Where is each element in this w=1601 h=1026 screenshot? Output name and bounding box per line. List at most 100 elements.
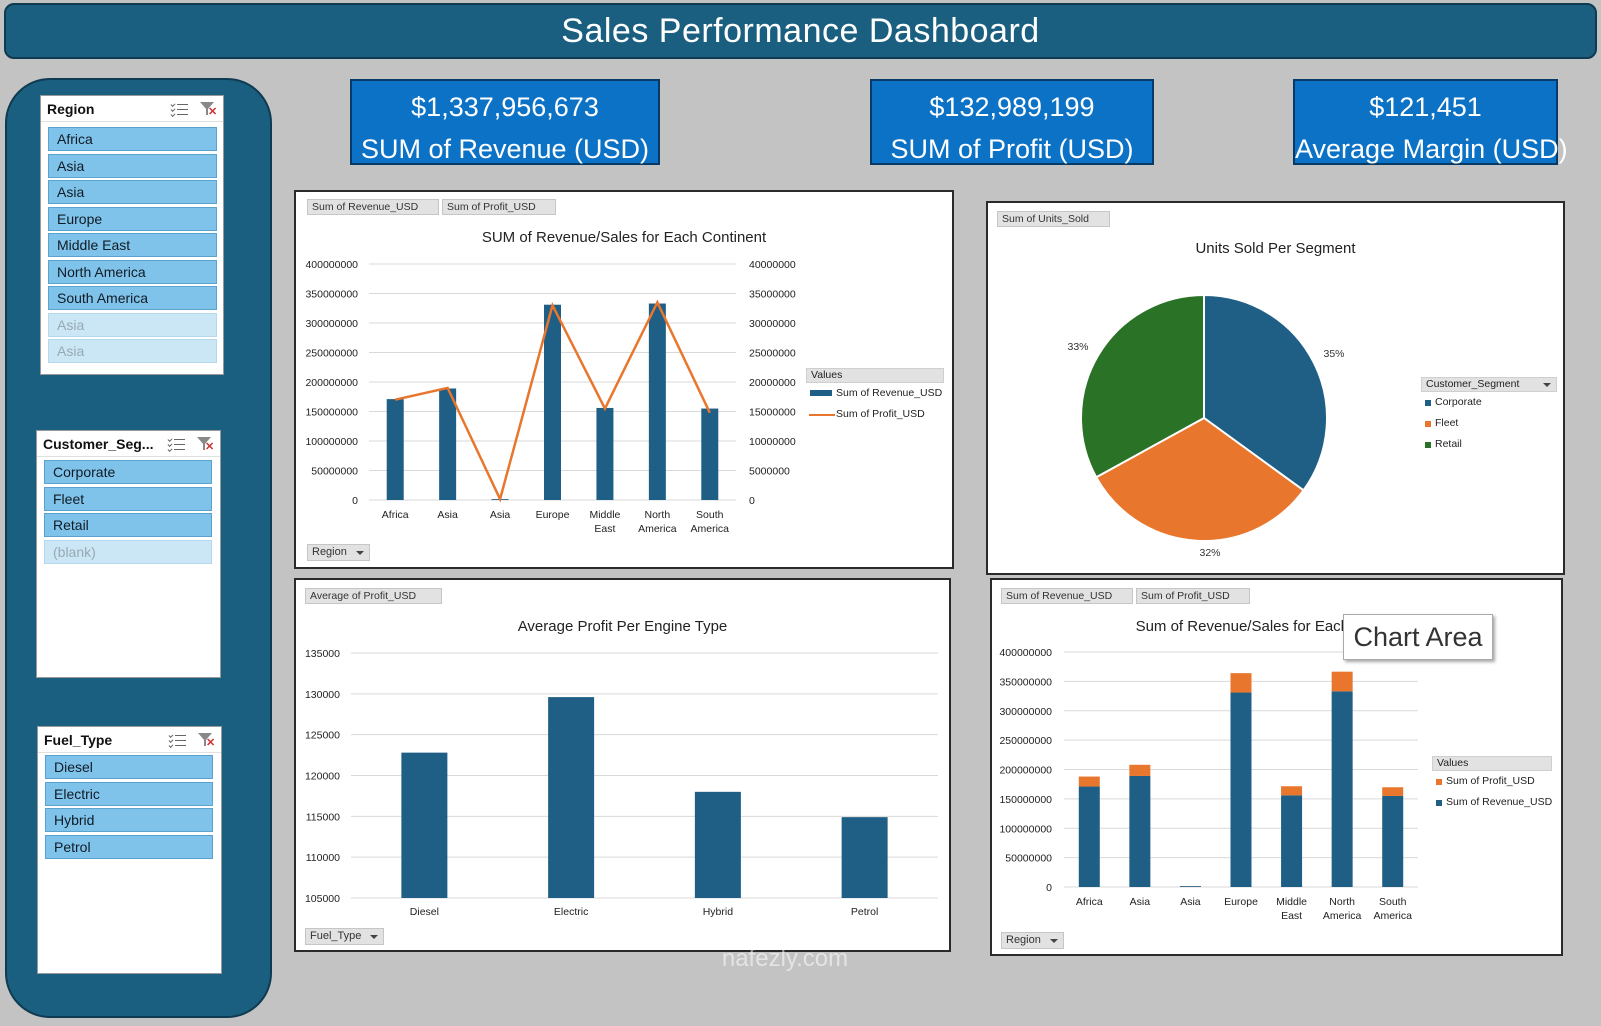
slicer-item[interactable]: Asia xyxy=(48,180,217,204)
stacked-legend-title: Values xyxy=(1432,756,1552,771)
combo-chart[interactable]: 4000000003500000003000000002500000002000… xyxy=(296,192,952,567)
dropdown-arrow-icon xyxy=(1049,939,1058,943)
segment-slicer-title: Customer_Seg... xyxy=(43,435,154,452)
field-button-profit[interactable]: Sum of Profit_USD xyxy=(1136,588,1250,604)
slicer-item[interactable]: Africa xyxy=(48,127,217,151)
dropdown-arrow-icon xyxy=(370,935,379,939)
slicer-item[interactable]: Asia xyxy=(48,339,217,363)
slicer-item[interactable]: Electric xyxy=(45,781,213,806)
x-tick-label: East xyxy=(1281,910,1302,922)
legend-item-profit: Sum of Profit_USD xyxy=(806,404,944,425)
y-tick-label: 250000000 xyxy=(999,735,1052,747)
segment-slicer-header: Customer_Seg... ✕ xyxy=(37,431,220,457)
y2-tick-label: 5000000 xyxy=(749,466,790,478)
legend-swatch xyxy=(1436,800,1442,806)
x-tick-label: Asia xyxy=(1130,896,1151,908)
y2-tick-label: 35000000 xyxy=(749,289,796,301)
combo-legend-title: Values xyxy=(806,368,944,383)
legend-item-revenue: Sum of Revenue_USD xyxy=(806,383,944,404)
y-tick-label: 150000000 xyxy=(999,794,1052,806)
pie-data-label: 32% xyxy=(1199,547,1220,559)
profit-bar-segment xyxy=(1129,764,1151,776)
field-button-profit[interactable]: Sum of Profit_USD xyxy=(442,199,556,215)
revenue-bar-segment xyxy=(1179,886,1201,887)
x-tick-label: Asia xyxy=(437,509,458,521)
x-tick-label: North xyxy=(1329,896,1355,908)
y2-tick-label: 20000000 xyxy=(749,377,796,389)
kpi-revenue-card: $1,337,956,673 SUM of Revenue (USD) xyxy=(350,79,660,165)
legend-swatch xyxy=(810,390,832,396)
clear-filter-icon[interactable]: ✕ xyxy=(196,436,214,452)
revenue-bar-segment xyxy=(1331,691,1353,887)
y-tick-label: 200000000 xyxy=(999,765,1052,777)
pie-slice xyxy=(1203,293,1328,492)
revenue-bar-segment xyxy=(1382,795,1404,887)
slicer-item[interactable]: Retail xyxy=(44,513,212,537)
kpi-revenue-label: SUM of Revenue (USD) xyxy=(360,134,650,164)
pie-chart[interactable]: 35% 32% 33% xyxy=(988,203,1563,573)
slicer-item[interactable]: Petrol xyxy=(45,834,213,859)
slicer-item[interactable]: North America xyxy=(48,259,217,284)
field-button-revenue[interactable]: Sum of Revenue_USD xyxy=(1001,588,1133,604)
y-tick-label: 300000000 xyxy=(999,706,1052,718)
kpi-margin-card: $121,451 Average Margin (USD) xyxy=(1293,79,1568,165)
y-tick-label: 250000000 xyxy=(305,348,358,360)
pie-legend-title[interactable]: Customer_Segment xyxy=(1421,377,1557,392)
region-slicer-header: Region ✕ xyxy=(41,96,223,122)
revenue-bar xyxy=(596,407,614,500)
y-tick-label: 0 xyxy=(1046,882,1052,894)
pie-slice xyxy=(1094,416,1305,542)
dropdown-arrow-icon xyxy=(355,551,364,555)
slicer-item[interactable]: Fleet xyxy=(44,486,212,511)
x-tick-label: Middle xyxy=(589,509,620,521)
slicer-item[interactable]: South America xyxy=(48,286,217,310)
legend-label: Corporate xyxy=(1435,396,1482,408)
slicer-item[interactable]: Corporate xyxy=(44,460,212,484)
x-tick-label: Europe xyxy=(1224,896,1258,908)
multi-select-icon[interactable] xyxy=(168,732,187,748)
revenue-bar-segment xyxy=(1129,775,1151,887)
field-button-avg-profit[interactable]: Average of Profit_USD xyxy=(305,588,442,604)
fuel-slicer-header: Fuel_Type ✕ xyxy=(38,727,221,753)
axis-field-label: Region xyxy=(312,546,347,558)
revenue-profit-combo-panel: Sum of Revenue_USD Sum of Profit_USD SUM… xyxy=(294,190,954,569)
pie-data-label: 35% xyxy=(1323,348,1344,360)
chart-area-tooltip: Chart Area xyxy=(1343,614,1493,660)
avg-profit-engine-panel: Average of Profit_USD Average Profit Per… xyxy=(294,578,951,952)
y-tick-label: 110000 xyxy=(306,852,340,864)
y2-tick-label: 10000000 xyxy=(749,436,796,448)
axis-field-label: Fuel_Type xyxy=(310,930,362,942)
avg-profit-bar xyxy=(548,697,595,898)
stacked-bar-chart[interactable]: 400000000 350000000 300000000 250000000 2000… xyxy=(992,580,1561,954)
slicer-item[interactable]: Hybrid xyxy=(45,808,213,832)
field-button-revenue[interactable]: Sum of Revenue_USD xyxy=(307,199,439,215)
clear-filter-icon[interactable]: ✕ xyxy=(197,732,215,748)
avg-profit-bar-chart[interactable]: 135000 130000 125000 120000 115000 110000 1050… xyxy=(296,580,949,950)
slicer-item[interactable]: Middle East xyxy=(48,233,217,257)
combo-chart-title: SUM of Revenue/Sales for Each Continent xyxy=(481,229,767,246)
fuel-axis-dropdown[interactable]: Fuel_Type xyxy=(305,928,385,945)
x-tick-label: Africa xyxy=(1076,896,1103,908)
clear-filter-icon[interactable]: ✕ xyxy=(199,101,217,117)
slicer-item[interactable]: Europe xyxy=(48,206,217,231)
legend-label: Sum of Profit_USD xyxy=(836,408,925,420)
region-axis-dropdown[interactable]: Region xyxy=(1001,932,1064,949)
multi-select-icon[interactable] xyxy=(167,436,186,452)
slicer-item[interactable]: Asia xyxy=(48,312,217,337)
avg-profit-bar xyxy=(841,817,888,898)
legend-item-corporate: Corporate xyxy=(1421,392,1557,413)
avg-profit-bar xyxy=(694,791,741,898)
field-button-units[interactable]: Sum of Units_Sold xyxy=(997,211,1110,227)
profit-line xyxy=(394,299,711,503)
slicer-item[interactable]: Asia xyxy=(48,153,217,178)
y-tick-label: 115000 xyxy=(306,811,340,823)
revenue-bar xyxy=(648,303,666,500)
y-tick-label: 130000 xyxy=(305,689,340,701)
legend-label: Sum of Revenue_USD xyxy=(1446,796,1553,808)
slicer-item[interactable]: (blank) xyxy=(44,539,212,564)
x-tick-label: Electric xyxy=(554,906,588,918)
region-axis-dropdown[interactable]: Region xyxy=(307,544,370,561)
slicer-item[interactable]: Diesel xyxy=(45,755,213,779)
pie-legend: Customer_Segment Corporate Fleet Retail xyxy=(1421,377,1557,455)
multi-select-icon[interactable] xyxy=(170,101,189,117)
